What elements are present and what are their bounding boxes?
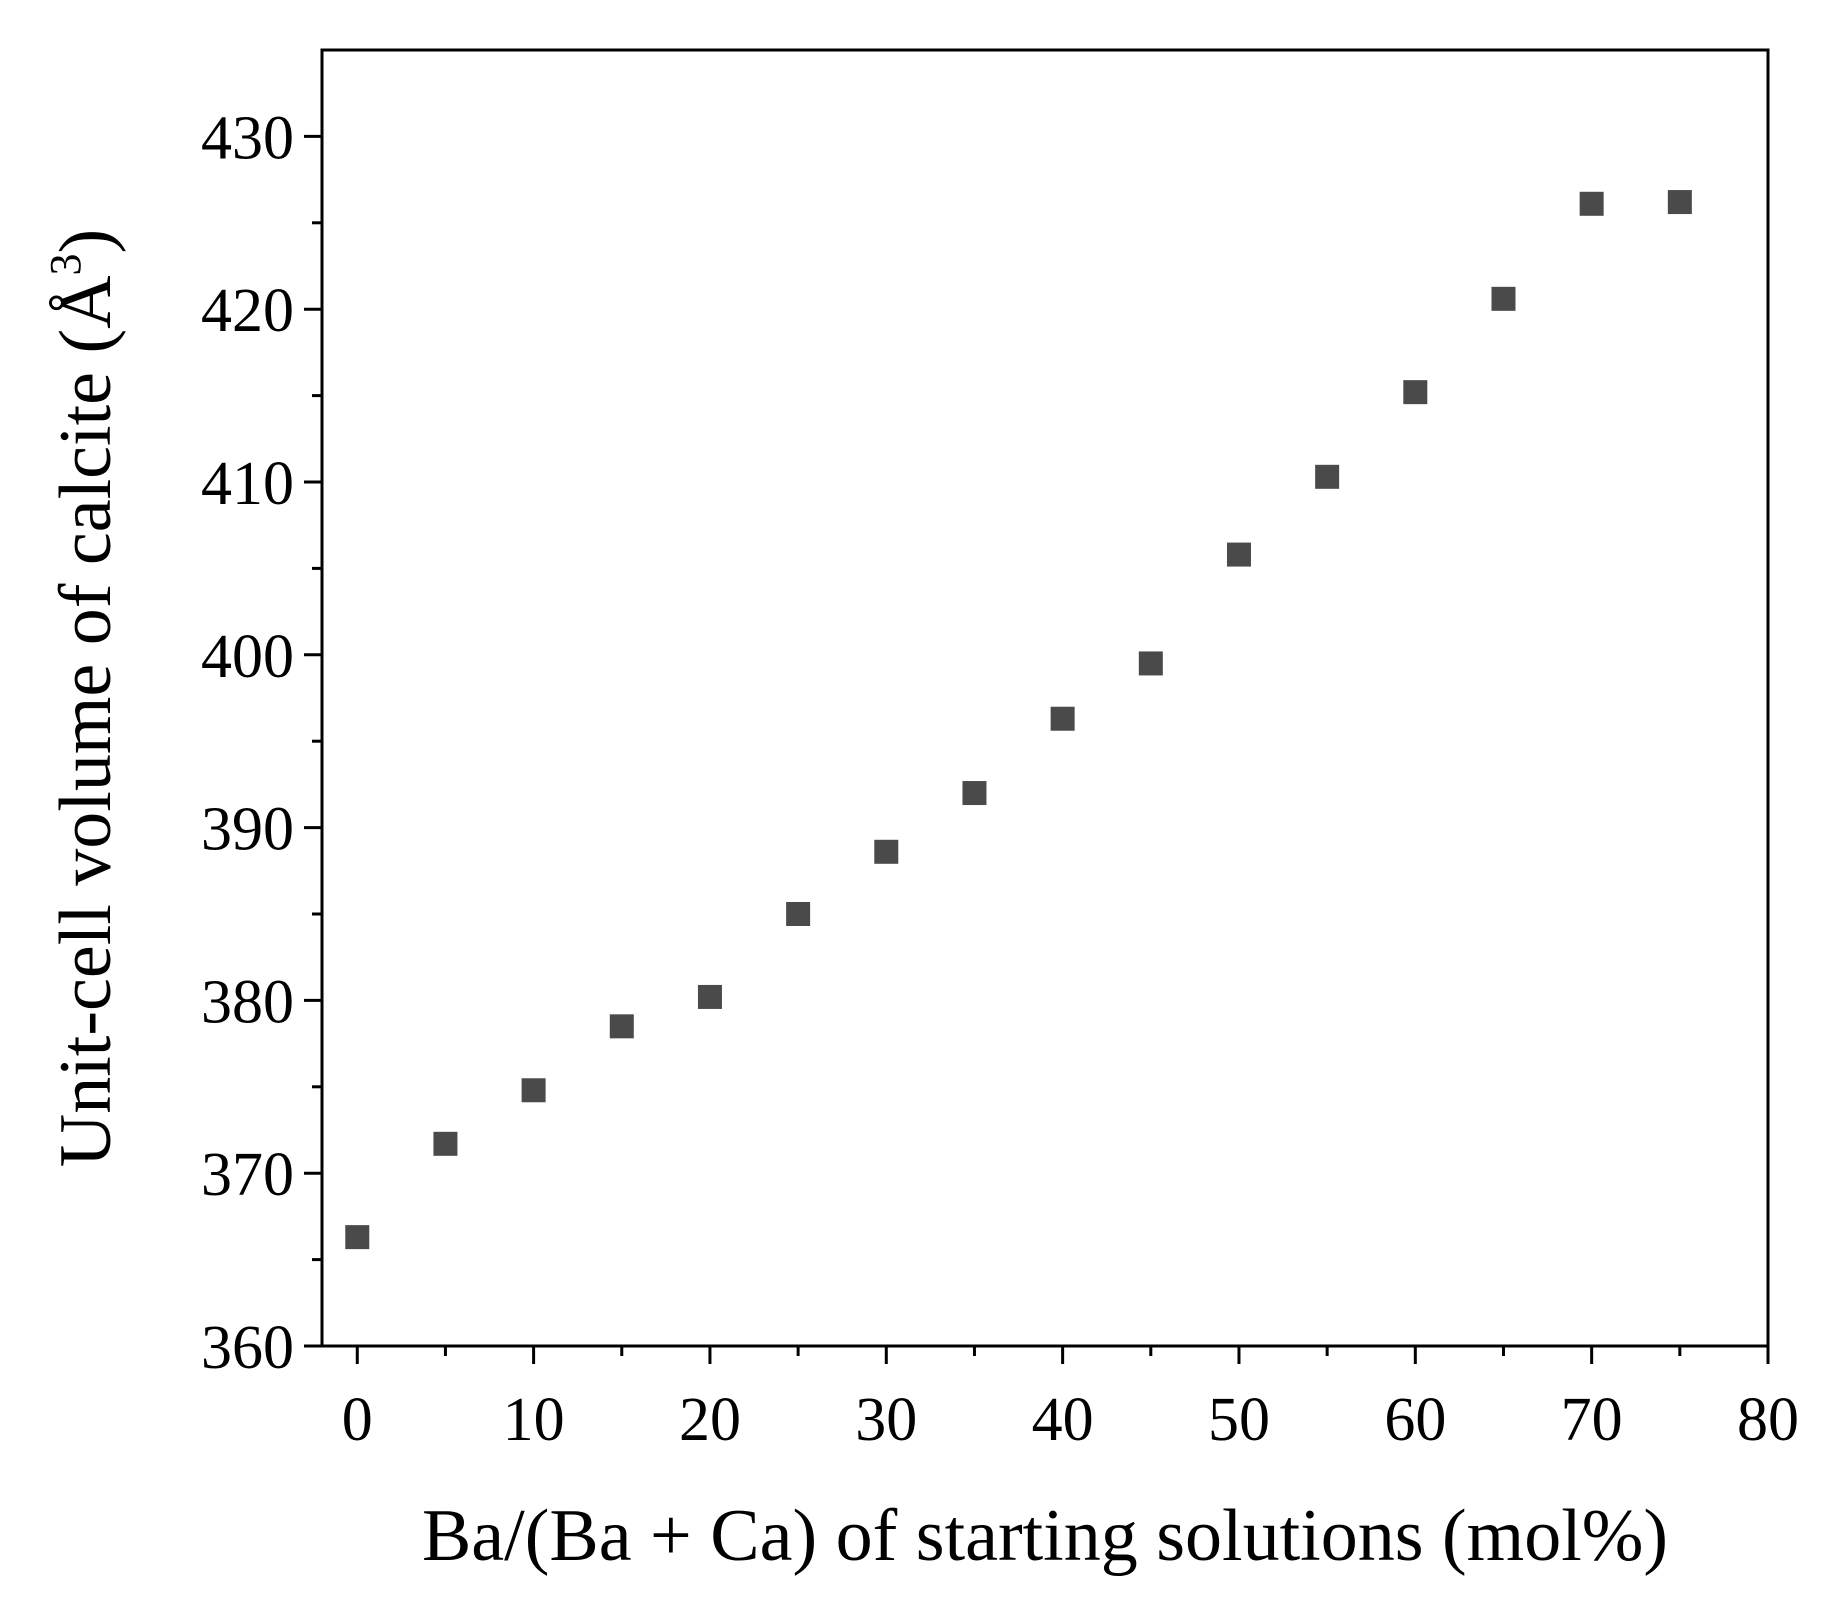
plot-frame bbox=[320, 48, 1770, 1348]
data-point bbox=[1138, 651, 1163, 676]
data-point bbox=[1226, 542, 1251, 567]
y-tick-label: 400 bbox=[201, 623, 294, 691]
x-tick-label: 80 bbox=[1737, 1386, 1799, 1454]
data-point bbox=[345, 1225, 370, 1250]
y-tick-label: 410 bbox=[201, 450, 294, 518]
y-tick-label: 420 bbox=[201, 277, 294, 345]
x-axis: 0 10 20 30 40 50 60 70 80 bbox=[342, 1346, 1799, 1454]
y-tick-label: 360 bbox=[201, 1314, 294, 1382]
y-axis-label-main: Unit-cell volume of calcite (Å bbox=[45, 275, 127, 1167]
y-tick-label: 390 bbox=[201, 796, 294, 864]
data-point bbox=[874, 839, 899, 864]
data-point bbox=[1403, 380, 1428, 405]
x-tick-label: 60 bbox=[1384, 1386, 1446, 1454]
y-tick-label: 370 bbox=[201, 1141, 294, 1209]
x-tick-label: 0 bbox=[342, 1386, 373, 1454]
data-point bbox=[1579, 191, 1604, 216]
x-tick-label: 10 bbox=[503, 1386, 565, 1454]
data-point bbox=[521, 1078, 546, 1103]
y-axis: 360 370 380 390 400 410 420 430 bbox=[201, 104, 322, 1382]
data-point bbox=[1050, 706, 1075, 731]
data-point bbox=[697, 984, 722, 1009]
x-axis-label: Ba/(Ba + Ca) of starting solutions (mol%… bbox=[422, 1495, 1668, 1577]
x-tick-label: 50 bbox=[1208, 1386, 1270, 1454]
data-point bbox=[433, 1131, 458, 1156]
y-tick-label: 430 bbox=[201, 104, 294, 172]
data-point bbox=[609, 1014, 634, 1039]
x-tick-label: 70 bbox=[1561, 1386, 1623, 1454]
data-point bbox=[1667, 190, 1692, 215]
y-tick-label: 380 bbox=[201, 968, 294, 1036]
y-axis-label-superscript: 3 bbox=[41, 253, 90, 275]
x-tick-label: 30 bbox=[855, 1386, 917, 1454]
y-axis-label-close: ) bbox=[45, 229, 127, 254]
data-point bbox=[1315, 464, 1340, 489]
data-point bbox=[1491, 286, 1516, 311]
y-axis-label: Unit-cell volume of calcite (Å3) bbox=[41, 229, 127, 1167]
data-point bbox=[962, 781, 987, 806]
data-point bbox=[786, 902, 811, 926]
x-tick-label: 40 bbox=[1032, 1386, 1094, 1454]
x-tick-label: 20 bbox=[679, 1386, 741, 1454]
data-series bbox=[345, 190, 1692, 1250]
